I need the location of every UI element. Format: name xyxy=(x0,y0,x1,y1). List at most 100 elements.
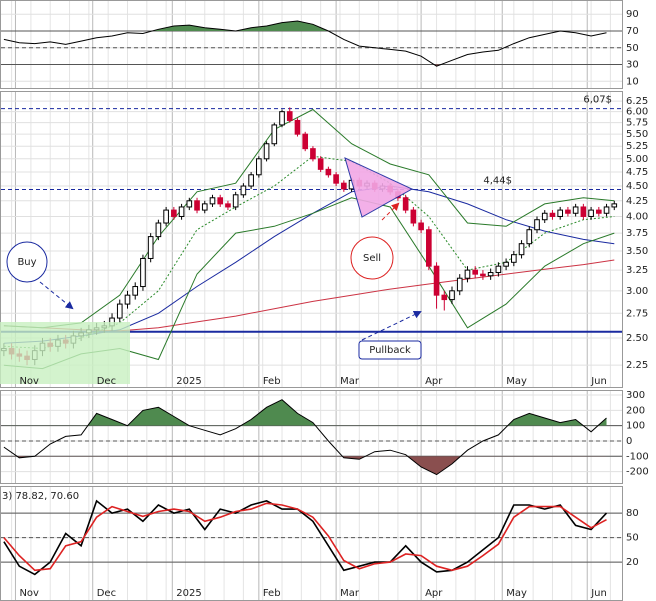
candle-body xyxy=(147,236,154,259)
candle-body xyxy=(256,158,262,176)
panel-frame xyxy=(0,486,623,601)
candle-body xyxy=(426,229,432,267)
candle-body xyxy=(310,148,316,160)
x-tick-label: Nov xyxy=(19,376,39,387)
indicator-line xyxy=(3,399,607,476)
candle-body xyxy=(271,124,278,145)
x-tick-label: Mar xyxy=(340,588,360,599)
level-label: 4,44$ xyxy=(483,175,512,186)
y-tick-label: 5.25 xyxy=(626,141,648,152)
volume-highlight xyxy=(0,322,130,384)
candle-body xyxy=(155,222,162,238)
candle-body xyxy=(140,257,146,288)
x-tick-label: Dec xyxy=(97,376,116,387)
candle-body xyxy=(480,273,486,277)
indicator-line xyxy=(3,502,607,572)
y-tick-label: 4.75 xyxy=(626,167,648,178)
y-tick-label: 10 xyxy=(626,76,639,87)
candle-body xyxy=(611,203,618,208)
candle-body xyxy=(487,272,494,277)
x-tick-label: Apr xyxy=(425,376,443,387)
candle-body xyxy=(565,209,571,214)
candle-body xyxy=(225,203,231,208)
indicator-fill xyxy=(87,399,607,426)
candle-body xyxy=(410,209,417,224)
candle-body xyxy=(209,197,216,205)
candle-body xyxy=(402,197,409,211)
candle-body xyxy=(124,294,131,305)
candle-body xyxy=(596,209,602,214)
annotation-circle xyxy=(350,236,394,280)
candle-body xyxy=(526,229,533,245)
x-tick-label: Nov xyxy=(19,588,39,599)
candle-body xyxy=(456,277,463,292)
x-tick-label: May xyxy=(506,588,527,599)
candle-body xyxy=(325,168,332,176)
candle-body xyxy=(495,265,502,274)
labels-layer: 90 70 50 30 10 6.256.005.755.505.25 5.00 4.75 4.… xyxy=(2,9,649,599)
candle-body xyxy=(116,303,123,319)
candle-body xyxy=(534,219,540,231)
indicator-fill xyxy=(17,456,461,475)
candle-body xyxy=(279,111,285,126)
candle-body xyxy=(178,206,185,217)
x-tick-label: Dec xyxy=(97,588,116,599)
y-tick-label: 50 xyxy=(626,533,639,544)
annotation-label: Pullback xyxy=(369,345,411,356)
x-tick-label: Apr xyxy=(425,588,443,599)
y-tick-label: 5.50 xyxy=(626,129,648,140)
annotation-box xyxy=(358,340,422,360)
candle-body xyxy=(472,269,479,275)
y-tick-label: 20 xyxy=(626,557,639,568)
candle-body xyxy=(263,143,270,160)
y-tick-label: 0 xyxy=(626,436,632,447)
y-tick-label: 30 xyxy=(626,60,639,71)
candle-body xyxy=(541,212,548,221)
candle-body xyxy=(132,286,139,296)
panel-frame xyxy=(0,390,623,484)
candle-body xyxy=(171,209,177,217)
candle-body xyxy=(294,119,301,135)
candle-body xyxy=(603,206,610,214)
candle-body xyxy=(201,203,208,211)
y-tick-label: -100 xyxy=(626,451,649,462)
y-tick-label: 3.00 xyxy=(626,286,648,297)
x-tick-label: Feb xyxy=(263,376,281,387)
y-tick-label: 100 xyxy=(626,421,645,432)
candle-body xyxy=(588,209,594,217)
candle-body xyxy=(433,265,440,296)
annotation-arrow xyxy=(381,202,400,221)
annotation-arrow xyxy=(361,311,422,341)
candle-body xyxy=(441,294,448,301)
candle-body xyxy=(511,254,517,263)
y-tick-label: 2.25 xyxy=(626,360,648,371)
level-label: 6,07$ xyxy=(583,95,612,106)
y-tick-label: 70 xyxy=(626,26,639,37)
overlay-line xyxy=(3,108,615,329)
candle-body xyxy=(464,269,471,279)
y-tick-label: 4.50 xyxy=(626,181,648,192)
x-tick-label: May xyxy=(506,376,527,387)
candle-body xyxy=(549,212,556,217)
y-tick-label: 3.75 xyxy=(626,228,648,239)
x-tick-label: Mar xyxy=(340,376,360,387)
x-tick-label: 2025 xyxy=(176,376,201,387)
candle-body xyxy=(317,158,324,170)
y-tick-label: 80 xyxy=(626,508,639,519)
candle-body xyxy=(217,197,224,205)
candle-body xyxy=(248,174,254,187)
indicator-line xyxy=(3,499,608,576)
y-tick-label: 4.25 xyxy=(626,196,648,207)
y-tick-label: 6.00 xyxy=(626,107,648,118)
candle-body xyxy=(418,222,424,231)
y-tick-label: 90 xyxy=(626,9,639,20)
y-tick-label: 4.00 xyxy=(626,211,648,222)
y-tick-label: 6.25 xyxy=(626,96,648,107)
indicator-fill xyxy=(3,21,607,32)
candle-body xyxy=(518,243,525,256)
candle-body xyxy=(557,209,564,217)
candle-body xyxy=(163,209,169,224)
candle-body xyxy=(503,261,509,267)
annotation-label: Sell xyxy=(363,253,381,264)
